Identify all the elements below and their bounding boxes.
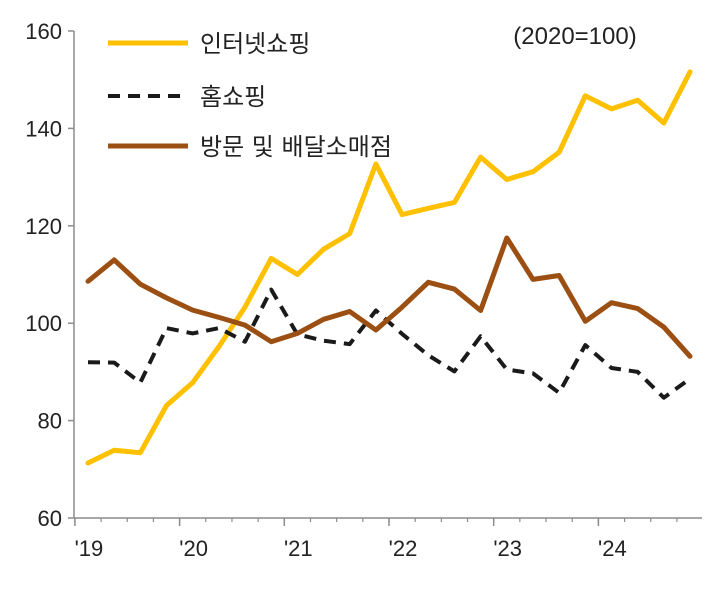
legend-label-2: 홈쇼핑 (200, 83, 266, 111)
axes: 60 80 100 120 140 160 '19 '20 '21 '22 '23 '24 (25, 19, 702, 561)
y-tick-label: 140 (25, 116, 62, 141)
x-tick-label: '21 (284, 536, 313, 561)
series-line-1 (85, 69, 693, 466)
y-tick-label: 160 (25, 19, 62, 44)
x-tick-label: '19 (75, 536, 104, 561)
base-year-note: (2020=100) (513, 23, 636, 50)
y-tick-label: 100 (25, 311, 62, 336)
x-tick-label: '23 (493, 536, 522, 561)
x-tick-label: '20 (179, 536, 208, 561)
y-tick-label: 60 (38, 506, 62, 531)
legend-label-3: 방문 및 배달소매점 (200, 133, 392, 161)
series-line-3 (85, 235, 693, 359)
series-line-2 (87, 287, 692, 400)
legend-label-1: 인터넷쇼핑 (200, 30, 310, 58)
x-tick-label: '22 (389, 536, 418, 561)
x-tick-label: '24 (598, 536, 627, 561)
series-lines (85, 69, 693, 466)
y-tick-label: 120 (25, 214, 62, 239)
y-tick-label: 80 (38, 409, 62, 434)
